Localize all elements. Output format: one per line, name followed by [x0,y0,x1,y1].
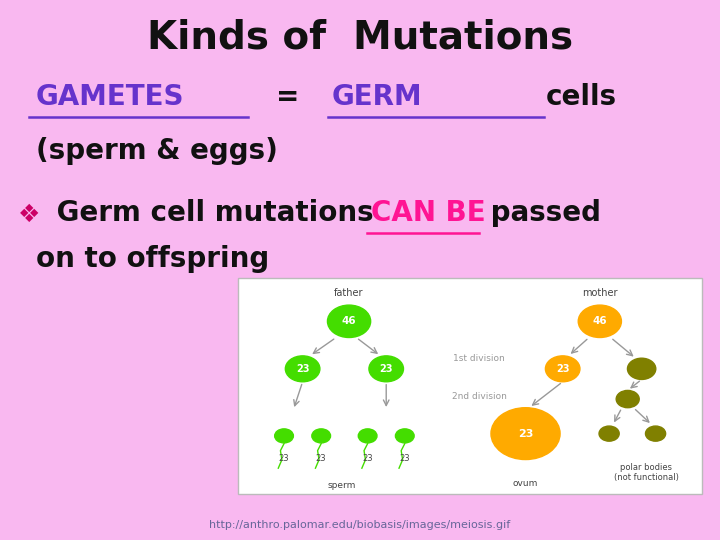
Circle shape [599,426,619,441]
Text: 23: 23 [518,429,534,438]
Circle shape [627,358,656,380]
Circle shape [328,305,371,338]
Text: http://anthro.palomar.edu/biobasis/images/meiosis.gif: http://anthro.palomar.edu/biobasis/image… [210,520,510,530]
Text: ovum: ovum [513,479,539,488]
Text: on to offspring: on to offspring [36,245,269,273]
Circle shape [369,356,403,382]
Circle shape [546,356,580,382]
Bar [238,278,702,494]
Text: GAMETES: GAMETES [36,83,184,111]
Text: 23: 23 [316,454,326,463]
Text: 2nd division: 2nd division [451,393,507,401]
Circle shape [285,356,320,382]
Text: GERM: GERM [331,83,422,111]
Circle shape [312,429,330,443]
Text: polar bodies
(not functional): polar bodies (not functional) [614,463,679,482]
Text: 23: 23 [362,454,373,463]
Text: mother: mother [582,288,618,298]
Circle shape [616,390,639,408]
Text: 23: 23 [556,364,570,374]
Text: ❖: ❖ [18,203,40,227]
Circle shape [578,305,621,338]
Text: 46: 46 [342,316,356,326]
Circle shape [491,408,560,460]
Text: CAN BE: CAN BE [371,199,485,227]
Text: Germ cell mutations: Germ cell mutations [47,199,383,227]
Circle shape [395,429,414,443]
Text: 23: 23 [379,364,393,374]
Text: 46: 46 [593,316,607,326]
Text: 23: 23 [296,364,310,374]
Text: 23: 23 [279,454,289,463]
Text: (sperm & eggs): (sperm & eggs) [36,137,278,165]
Text: cells: cells [546,83,617,111]
Text: 1st division: 1st division [453,354,505,362]
Text: father: father [334,288,364,298]
Circle shape [275,429,294,443]
Text: 23: 23 [400,454,410,463]
Text: Kinds of  Mutations: Kinds of Mutations [147,19,573,57]
Circle shape [359,429,377,443]
Text: sperm: sperm [328,481,356,490]
Circle shape [646,426,666,441]
Text: passed: passed [481,199,601,227]
Text: =: = [276,83,300,111]
